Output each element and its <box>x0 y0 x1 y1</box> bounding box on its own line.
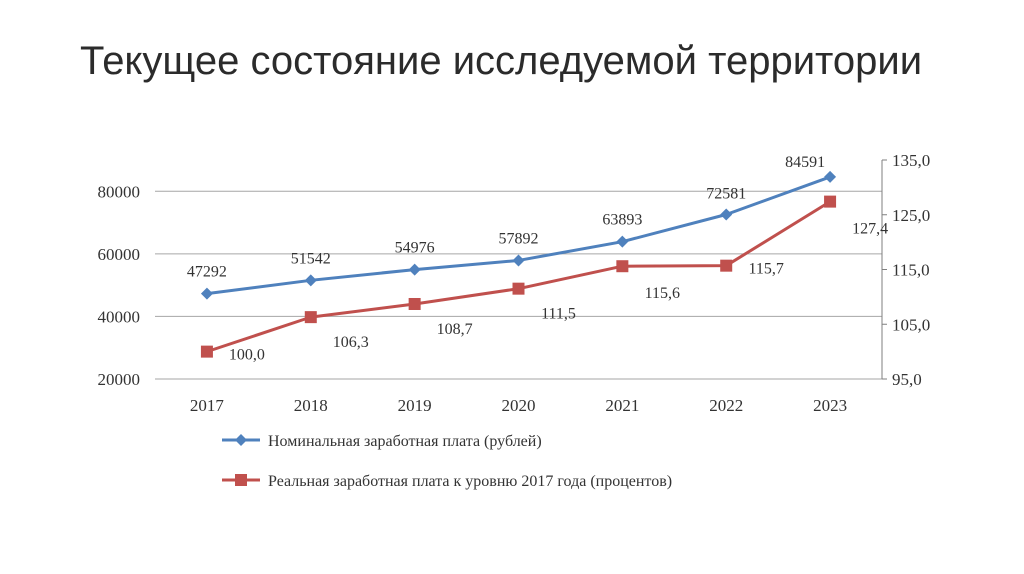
data-label: 84591 <box>785 154 825 171</box>
legend-label: Номинальная заработная плата (рублей) <box>268 433 542 450</box>
x-tick-label: 2020 <box>502 396 536 415</box>
series-line-1 <box>206 200 831 354</box>
y-left-tick-label: 20000 <box>98 370 141 389</box>
data-label: 57892 <box>499 230 539 247</box>
series-1-point <box>304 311 317 324</box>
x-tick-label: 2023 <box>813 396 847 415</box>
slide-title: Текущее состояние исследуемой территории <box>80 39 923 83</box>
data-label: 106,3 <box>333 334 369 351</box>
series-1-point <box>824 195 837 208</box>
data-label: 127,4 <box>852 221 888 238</box>
y-right-tick-label: 95,0 <box>892 370 922 389</box>
axes: 2000040000600008000095,0105,0115,0125,01… <box>98 151 931 415</box>
x-tick-label: 2022 <box>709 396 743 415</box>
data-label: 72581 <box>706 185 746 202</box>
series-1-point <box>512 282 525 295</box>
series-0-point <box>200 287 213 300</box>
y-right-tick-label: 135,0 <box>892 151 930 170</box>
data-label: 111,5 <box>541 306 576 323</box>
legend-label: Реальная заработная плата к уровню 2017 … <box>268 473 672 490</box>
x-tick-label: 2018 <box>294 396 328 415</box>
x-tick-label: 2021 <box>605 396 639 415</box>
data-labels: 47292 51542 54976 57892 63893 72581 84591 100,0… <box>187 154 888 364</box>
data-label: 115,7 <box>749 261 784 278</box>
data-label: 63893 <box>602 212 642 229</box>
data-label: 108,7 <box>437 321 473 338</box>
y-right-tick-label: 125,0 <box>892 206 930 225</box>
series-1-point <box>616 260 629 273</box>
data-label: 47292 <box>187 264 227 281</box>
y-left-tick-label: 60000 <box>98 245 141 264</box>
data-label: 54976 <box>395 240 435 257</box>
series-1-point <box>720 259 733 272</box>
data-label: 51542 <box>291 250 331 267</box>
y-right-tick-label: 115,0 <box>892 261 930 280</box>
series-1-point <box>200 345 213 358</box>
series-0-point <box>512 254 525 267</box>
series-0-point <box>304 274 317 287</box>
series <box>200 170 837 358</box>
series-0-point <box>824 170 837 183</box>
y-left-tick-label: 80000 <box>98 182 141 201</box>
legend-marker <box>235 474 247 486</box>
grid-lines <box>155 190 882 380</box>
data-label: 100,0 <box>229 347 265 364</box>
x-tick-label: 2017 <box>190 396 225 415</box>
series-0-point <box>616 235 629 248</box>
y-right-tick-label: 105,0 <box>892 315 930 334</box>
series-0-point <box>408 263 421 276</box>
series-0-point <box>720 208 733 221</box>
x-tick-label: 2019 <box>398 396 432 415</box>
data-label: 115,6 <box>645 285 680 302</box>
y-left-tick-label: 40000 <box>98 307 141 326</box>
legend: Номинальная заработная плата (рублей) Реа… <box>222 433 672 490</box>
series-1-point <box>408 297 421 310</box>
legend-marker <box>235 434 247 446</box>
